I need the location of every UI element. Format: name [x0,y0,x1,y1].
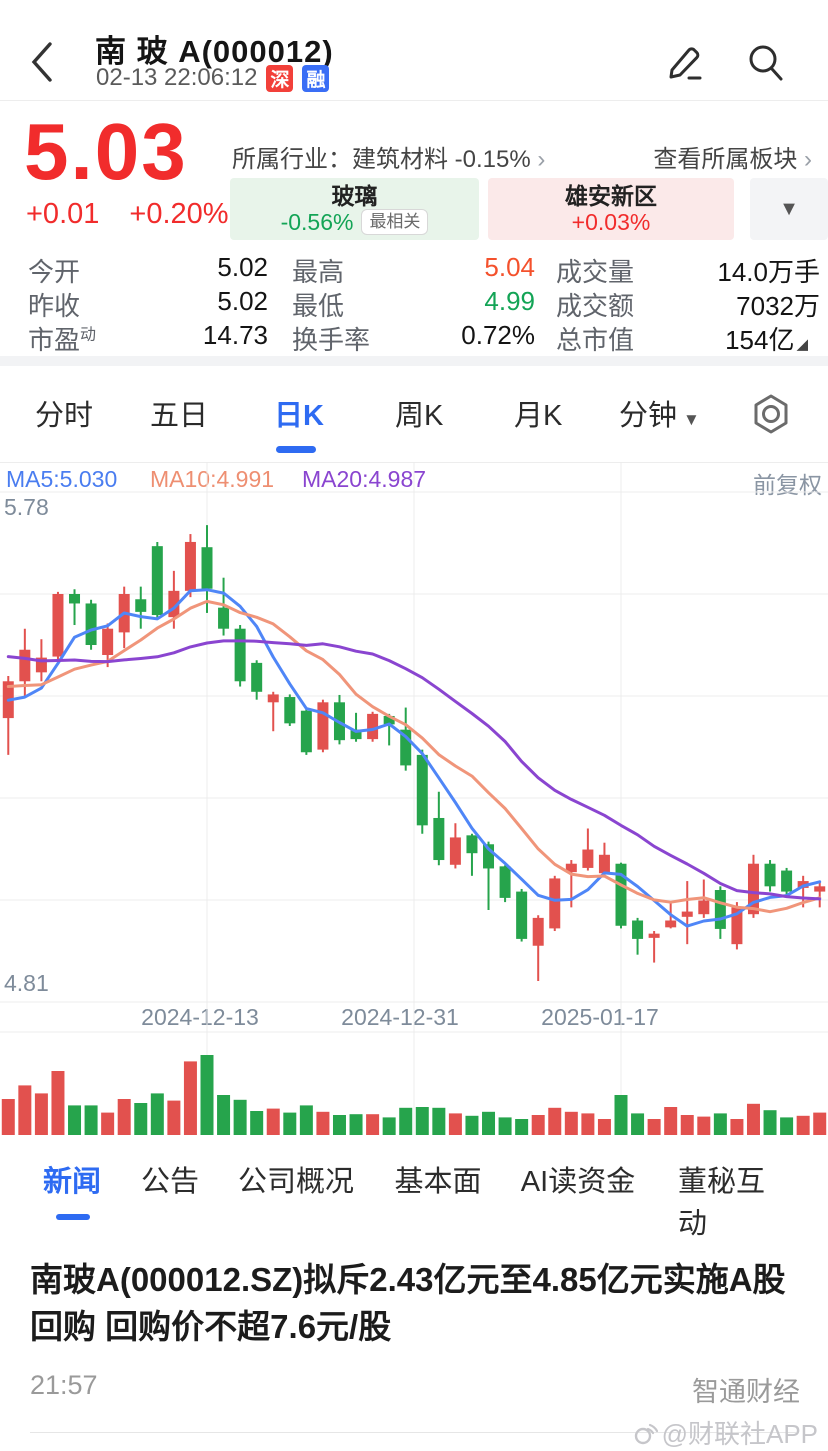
ma10-label: MA10:4.991 [150,466,275,492]
ma20-label: MA20:4.987 [302,466,427,492]
stat-label: 市盈 [28,325,81,355]
triangle-down-icon: ▼ [779,197,799,220]
header-divider [0,100,828,101]
industry-prefix: 所属行业： [232,146,352,173]
adjust-mode-label[interactable]: 前复权 [753,472,822,498]
triangle-down-icon: ▼ [683,410,700,429]
x-axis-label: 2025-01-17 [541,1004,659,1030]
stat-value: 14.0万手 [717,257,820,287]
concept-tag-glass[interactable]: 玻璃 -0.56% 最相关 [230,178,479,240]
stat-value: 7032万 [736,291,820,321]
most-related-badge: 最相关 [361,209,429,236]
chevron-right-icon: › [537,146,546,173]
stat-label: 最高 [292,257,345,287]
tab-weekly-k[interactable]: 周K [395,400,444,432]
industry-link[interactable]: 所属行业：建筑材料 -0.15% › [232,139,545,174]
y-axis-min-label: 4.81 [4,970,49,996]
price-change-row: +0.01 +0.20% [26,198,229,231]
stat-value: 0.72% [461,320,535,350]
price-change: +0.01 [26,198,100,230]
industry-name: 建筑材料 [352,146,448,173]
tab-minute-chart[interactable]: 分时 [35,400,94,432]
news-item-source: 智通财经 [692,1377,800,1407]
price-change-pct: +0.20% [129,198,229,230]
stat-label: 今开 [28,257,81,287]
stats-row-3: 市盈动 14.73 换手率 0.72% 总市值 154亿 ◢ [0,320,828,355]
stat-label: 昨收 [28,291,81,321]
tags-expand-button[interactable]: ▼ [750,178,828,240]
stat-label: 成交量 [556,257,635,287]
x-axis-label: 2024-12-31 [341,1004,459,1030]
view-sector-link[interactable]: 查看所属板块 › [653,146,812,173]
stat-label: 成交额 [556,291,635,321]
stat-value: 5.02 [217,252,268,282]
stats-row-1: 今开 5.02 最高 5.04 成交量 14.0万手 [0,252,828,287]
concept-tag-xiongan[interactable]: 雄安新区 +0.03% [488,178,734,240]
stat-label-sup: 动 [80,326,97,344]
weibo-camera-icon [634,1423,658,1444]
search-button[interactable] [746,42,786,89]
ma5-label: MA5:5.030 [6,466,118,492]
shenzhen-badge: 深 [266,64,294,92]
stat-label: 最低 [292,291,345,321]
back-button[interactable] [26,40,56,89]
tab-monthly-k[interactable]: 月K [514,400,563,432]
active-bottom-tab-underline [56,1214,90,1220]
news-item-time: 21:57 [30,1370,98,1400]
tab-daily-k[interactable]: 日K [274,400,324,432]
stat-label: 总市值 [556,325,635,355]
active-tab-underline [276,446,316,453]
tab-fundamentals[interactable]: 基本面 [394,1166,482,1198]
industry-change: -0.15% [454,146,531,173]
page-title: 南 玻 A(000012) [95,34,334,69]
tag-change: +0.03% [571,209,651,235]
tab-five-day[interactable]: 五日 [150,400,209,432]
stat-value-low: 4.99 [484,286,535,316]
tag-name: 雄安新区 [565,182,657,209]
tab-secretary-qa[interactable]: 董秘互动 [678,1166,766,1240]
stat-value-mktcap: 154亿 [725,325,795,355]
watermark: @财联社APP [632,1414,818,1451]
tag-name: 玻璃 [331,182,378,209]
tab-minutes-dropdown[interactable]: 分钟 ▼ [619,400,700,432]
tab-company-profile[interactable]: 公司概况 [237,1166,355,1198]
pencil-icon [669,47,702,80]
stat-value-high: 5.04 [484,252,535,282]
chevron-right-icon: › [804,146,812,173]
stats-row-2: 昨收 5.02 最低 4.99 成交额 7032万 [0,286,828,321]
tab-announcements[interactable]: 公告 [140,1166,200,1198]
edit-button[interactable] [664,42,706,89]
y-axis-max-label: 5.78 [4,494,49,520]
candlestick-chart[interactable] [0,462,828,1140]
tab-ai-funds[interactable]: AI读资金 [520,1166,636,1198]
x-axis-label: 2024-12-13 [141,1004,259,1030]
chart-settings-button[interactable] [750,392,792,441]
expand-corner-icon[interactable]: ◢ [796,336,808,353]
stat-label: 换手率 [292,325,371,355]
margin-badge: 融 [302,64,330,92]
quote-timestamp: 02-13 22:06:12 [96,64,258,91]
search-icon [749,45,783,81]
quote-timestamp-row: 02-13 22:06:12 深 融 [96,64,330,92]
tab-news[interactable]: 新闻 [42,1166,102,1198]
stat-value: 5.02 [217,286,268,316]
news-item-title[interactable]: 南玻A(000012.SZ)拟斥2.43亿元至4.85亿元实施A股回购 回购价不… [30,1261,786,1345]
hexagon-nut-icon [754,394,788,434]
stat-value: 14.73 [202,320,268,350]
last-price: 5.03 [24,107,188,196]
section-divider-band [0,356,828,366]
news-item-divider [30,1432,796,1433]
tag-change: -0.56% [280,209,354,235]
